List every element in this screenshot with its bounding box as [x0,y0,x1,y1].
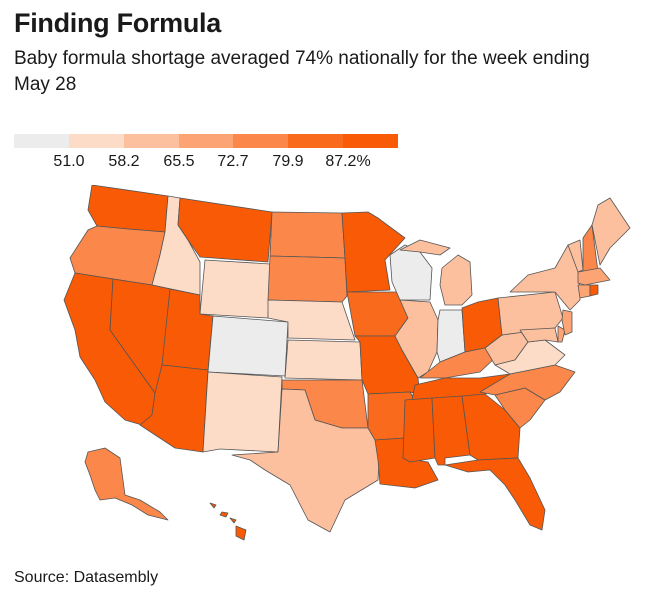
source-note: Source: Datasembly [14,569,159,586]
chart-title: Finding Formula [14,8,221,38]
state-washington [87,185,169,233]
state-rhode-island [589,284,599,297]
state-pennsylvania [497,291,564,336]
legend-tick-5: 87.2% [325,153,371,170]
state-illinois [394,299,439,379]
chart-subtitle: Baby formula shortage averaged 74% natio… [14,48,590,95]
state-nebraska [267,299,356,341]
map-svg [63,185,631,541]
state-maine [591,197,631,266]
state-new-mexico [202,371,283,453]
legend-bar [14,134,399,148]
legend-swatch-6 [343,134,399,148]
legend-swatch-2 [123,134,179,148]
state-iowa [346,291,409,337]
legend-tick-3: 72.7 [217,153,249,170]
state-massachusetts [577,267,611,286]
legend-swatch-1 [68,134,124,148]
legend-swatch-4 [233,134,289,148]
state-florida [444,457,546,531]
state-maryland [519,327,559,343]
state-alaska [84,447,169,521]
state-wyoming [199,259,271,319]
legend-swatch-0 [14,134,69,148]
color-legend: 51.0 58.2 65.5 72.7 79.9 87.2% [14,134,399,174]
state-georgia [461,393,521,461]
state-delaware [557,325,566,343]
legend-tick-0: 51.0 [53,153,85,170]
legend-swatch-3 [178,134,234,148]
state-north-dakota [269,211,346,259]
us-choropleth-map [0,185,650,555]
state-mississippi [402,397,436,463]
legend-tick-4: 79.9 [272,153,304,170]
state-michigan [439,254,473,306]
state-connecticut [577,284,591,299]
state-hawaii [209,502,247,541]
state-minnesota [341,211,406,293]
state-kansas [284,339,363,381]
legend-tick-2: 65.5 [163,153,195,170]
state-michigan-upper [399,239,451,256]
state-new-jersey [561,309,573,336]
state-colorado [207,315,289,377]
legend-swatch-5 [288,134,344,148]
state-texas [231,388,381,533]
state-virginia [494,339,566,375]
legend-tick-1: 58.2 [108,153,140,170]
state-south-dakota [267,255,348,303]
